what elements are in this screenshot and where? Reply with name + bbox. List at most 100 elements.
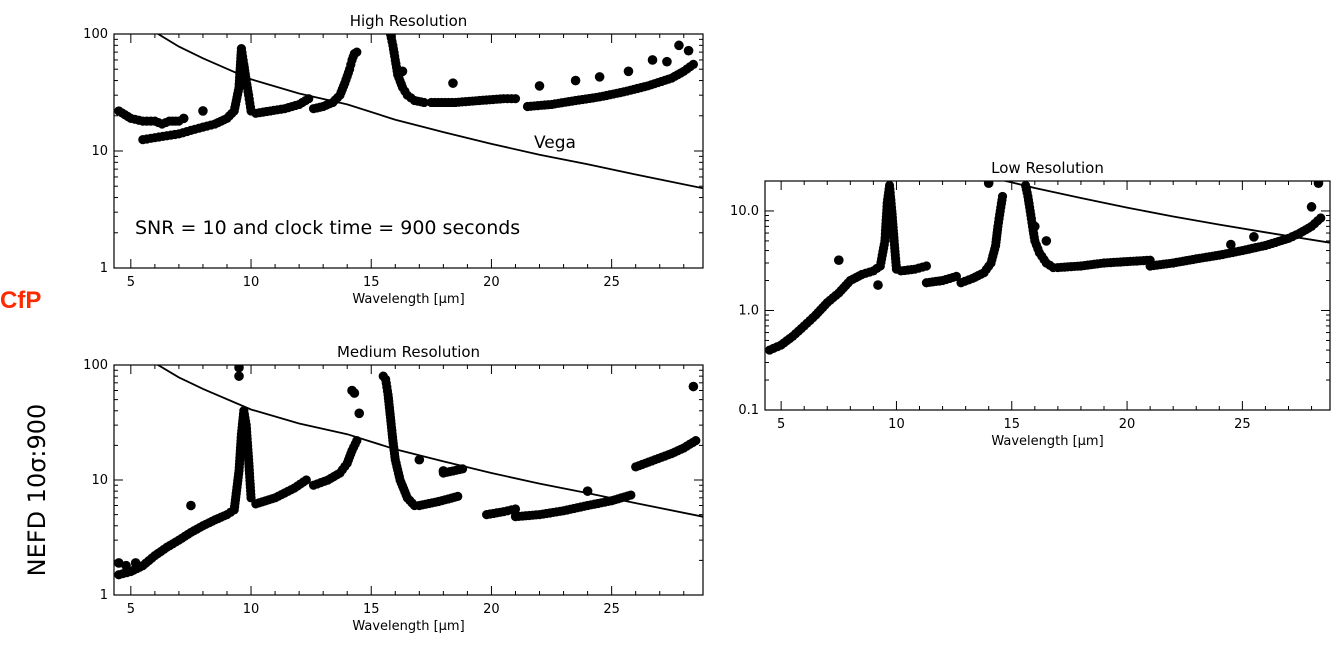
outlier-point [234, 371, 244, 381]
y-tick-label: 10 [91, 144, 108, 159]
x-tick-label: 5 [127, 602, 135, 617]
outlier-point [186, 500, 196, 511]
data-point [510, 94, 521, 104]
x-tick-label: 10 [243, 275, 260, 290]
high-resolution-chart: High Resolution Wavelength [μm] 5 10 15 20 25 1… [83, 12, 704, 307]
plot-frame [764, 180, 1331, 411]
data-point [688, 59, 698, 69]
x-tick-label: 15 [363, 275, 380, 290]
data-point [997, 191, 1008, 202]
vega-curve [1001, 181, 1330, 244]
nefd-series-1 [138, 44, 256, 145]
outlier-point [397, 66, 408, 77]
nefd-series-0 [114, 106, 184, 129]
nefd-series-2 [921, 271, 962, 288]
nefd-series-6 [522, 59, 698, 112]
nefd-series-5 [426, 94, 521, 108]
outlier-point [347, 385, 357, 396]
nefd-series-4 [414, 491, 463, 511]
nefd-series-2 [251, 94, 314, 118]
outlier-point [448, 78, 458, 88]
y-tick-label: 100 [83, 358, 108, 373]
outlier-point [354, 408, 365, 419]
y-tick-label: 10.0 [730, 204, 759, 219]
x-axis-label: Wavelength [μm] [352, 292, 464, 307]
outlier-point [683, 45, 694, 56]
outlier-point [570, 75, 581, 86]
y-tick-label: 1 [100, 261, 108, 276]
y-tick-label: 10 [91, 473, 108, 488]
data-point [626, 490, 636, 500]
outlier-point [1041, 236, 1052, 246]
snr-annotation: SNR = 10 and clock time = 900 seconds [135, 217, 520, 239]
data-point [352, 436, 362, 446]
low-resolution-chart: Low Resolution Wavelength [μm] 5 10 15 20 25 0.… [730, 159, 1331, 449]
medium-resolution-chart: Medium Resolution Wavelength [μm] 5 10 15 20 2… [83, 343, 704, 634]
outlier-point [623, 66, 634, 77]
vega-label: Vega [534, 133, 576, 153]
nefd-series-2 [308, 436, 362, 490]
outlier-point [1226, 239, 1236, 250]
x-tick-label: 10 [243, 602, 260, 617]
nefd-series-4 [1020, 181, 1058, 273]
vega-curve [156, 365, 703, 518]
x-tick-label: 20 [483, 602, 500, 617]
x-tick-label: 25 [603, 602, 620, 617]
outlier-point [198, 106, 208, 116]
data-point [691, 436, 701, 446]
y-tick-label: 0.1 [738, 403, 759, 418]
outlier-point [594, 72, 605, 82]
x-tick-label: 15 [1003, 417, 1020, 432]
outlier-point [130, 558, 141, 568]
nefd-series-3 [308, 47, 362, 114]
data-point [453, 491, 463, 502]
outlier-point [1306, 202, 1317, 212]
plot-area [765, 181, 1330, 355]
nefd-series-0 [114, 406, 256, 580]
x-tick-label: 10 [888, 417, 905, 432]
nefd-series-7 [510, 490, 636, 522]
x-axis-label: Wavelength [μm] [991, 434, 1103, 449]
outlier-point [121, 560, 131, 571]
x-tick-label: 25 [603, 275, 620, 290]
chart-title: Medium Resolution [337, 343, 480, 361]
outlier-point [438, 466, 449, 476]
nefd-series-1 [251, 475, 311, 509]
chart-title: Low Resolution [991, 159, 1104, 177]
outlier-point [647, 55, 658, 65]
outlier-point [414, 454, 425, 465]
data-point [921, 261, 932, 271]
data-point [304, 94, 314, 104]
chart-title: High Resolution [350, 12, 468, 30]
data-point [352, 47, 362, 57]
outlier-point [534, 81, 545, 91]
cfp-logo: CfP [0, 287, 41, 314]
outlier-point [662, 56, 672, 67]
y-tick-label: 1 [100, 588, 108, 603]
nefd-series-0 [765, 181, 902, 355]
nefd-series-1 [896, 261, 932, 276]
nefd-series-4 [385, 34, 429, 108]
outlier-point [983, 181, 994, 189]
nefd-series-6 [482, 504, 521, 520]
outlier-point [1030, 221, 1040, 232]
y-axis-label: NEFD 10σ:900 [23, 404, 51, 577]
outlier-point [582, 486, 593, 496]
x-axis-label: Wavelength [μm] [352, 619, 464, 634]
nefd-series-3 [956, 191, 1008, 288]
data-point [457, 464, 468, 474]
vega-curve [156, 34, 703, 190]
plot-area [114, 34, 703, 190]
x-tick-label: 15 [363, 602, 380, 617]
data-point [1316, 213, 1326, 223]
nefd-series-6 [1145, 213, 1326, 271]
x-tick-label: 20 [1119, 417, 1136, 432]
outlier-point [178, 113, 189, 124]
outlier-point [833, 255, 844, 266]
data-point [951, 271, 962, 282]
nefd-series-8 [631, 436, 701, 472]
y-tick-label: 1.0 [738, 303, 759, 318]
outlier-point [674, 40, 684, 51]
x-tick-label: 20 [483, 275, 500, 290]
